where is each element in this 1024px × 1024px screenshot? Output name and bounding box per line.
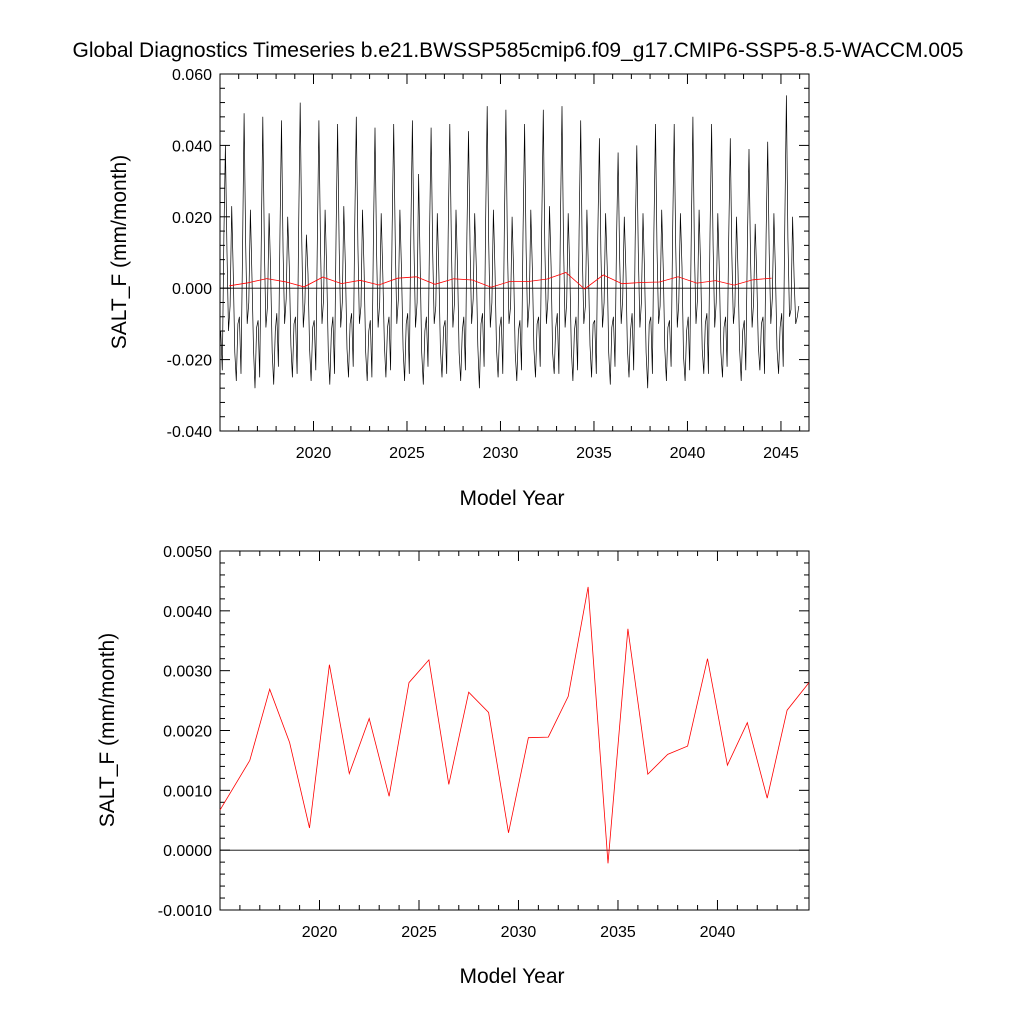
figure-title: Global Diagnostics Timeseries b.e21.BWSS… [73,39,964,62]
bottom-x-axis-label: Model Year [459,965,564,988]
top-panel: -0.040 -0.020 0.000 0.020 0.040 0.060 2020 2025… [108,67,810,510]
monthly-series-line [220,95,800,389]
bottom-data [219,586,810,864]
top-data [220,95,809,389]
bottom-y-tick-label: 0.0020 [163,724,212,741]
top-y-tick-label: 0.020 [172,210,212,227]
annual-mean-series-line [229,272,772,290]
top-y-tick-label: 0.060 [172,67,212,84]
top-x-tick-label: 2020 [296,445,332,462]
top-x-tick-label: 2035 [576,445,612,462]
bottom-x-tick-label: 2025 [401,924,437,941]
bottom-y-tick-label: 0.0000 [163,843,212,860]
top-x-axis-label: Model Year [459,487,564,510]
top-y-tick-label: -0.040 [167,424,212,441]
top-y-tick-label: 0.040 [172,138,212,155]
bottom-y-tick-label: 0.0030 [163,664,212,681]
bottom-y-tick-label: 0.0040 [163,604,212,621]
bottom-y-tick-label: 0.0010 [163,783,212,800]
top-x-tick-label: 2045 [763,445,799,462]
top-y-tick-label: 0.000 [172,281,212,298]
bottom-x-tick-label: 2020 [302,924,338,941]
bottom-y-tick-label: 0.0050 [163,544,212,561]
top-y-axis-label: SALT_F (mm/month) [108,155,131,349]
bottom-x-tick-label: 2035 [600,924,636,941]
bottom-y-axis-label: SALT_F (mm/month) [96,633,119,827]
bottom-x-tick-label: 2030 [501,924,537,941]
top-x-tick-label: 2025 [389,445,425,462]
top-y-tick-label: -0.020 [167,353,212,370]
bottom-panel: -0.0010 0.0000 0.0010 0.0020 0.0030 0.0040 0.0… [96,544,810,988]
top-x-tick-label: 2030 [483,445,519,462]
top-plot-frame [219,73,810,432]
bottom-y-tick-label: -0.0010 [158,903,212,920]
bottom-ticks: -0.0010 0.0000 0.0010 0.0020 0.0030 0.0040 0.0… [158,544,809,941]
bottom-x-tick-label: 2040 [700,924,736,941]
top-x-tick-label: 2040 [670,445,706,462]
top-ticks: -0.040 -0.020 0.000 0.020 0.040 0.060 2020 2025… [167,67,809,462]
annual-series-line-0 [219,586,810,864]
